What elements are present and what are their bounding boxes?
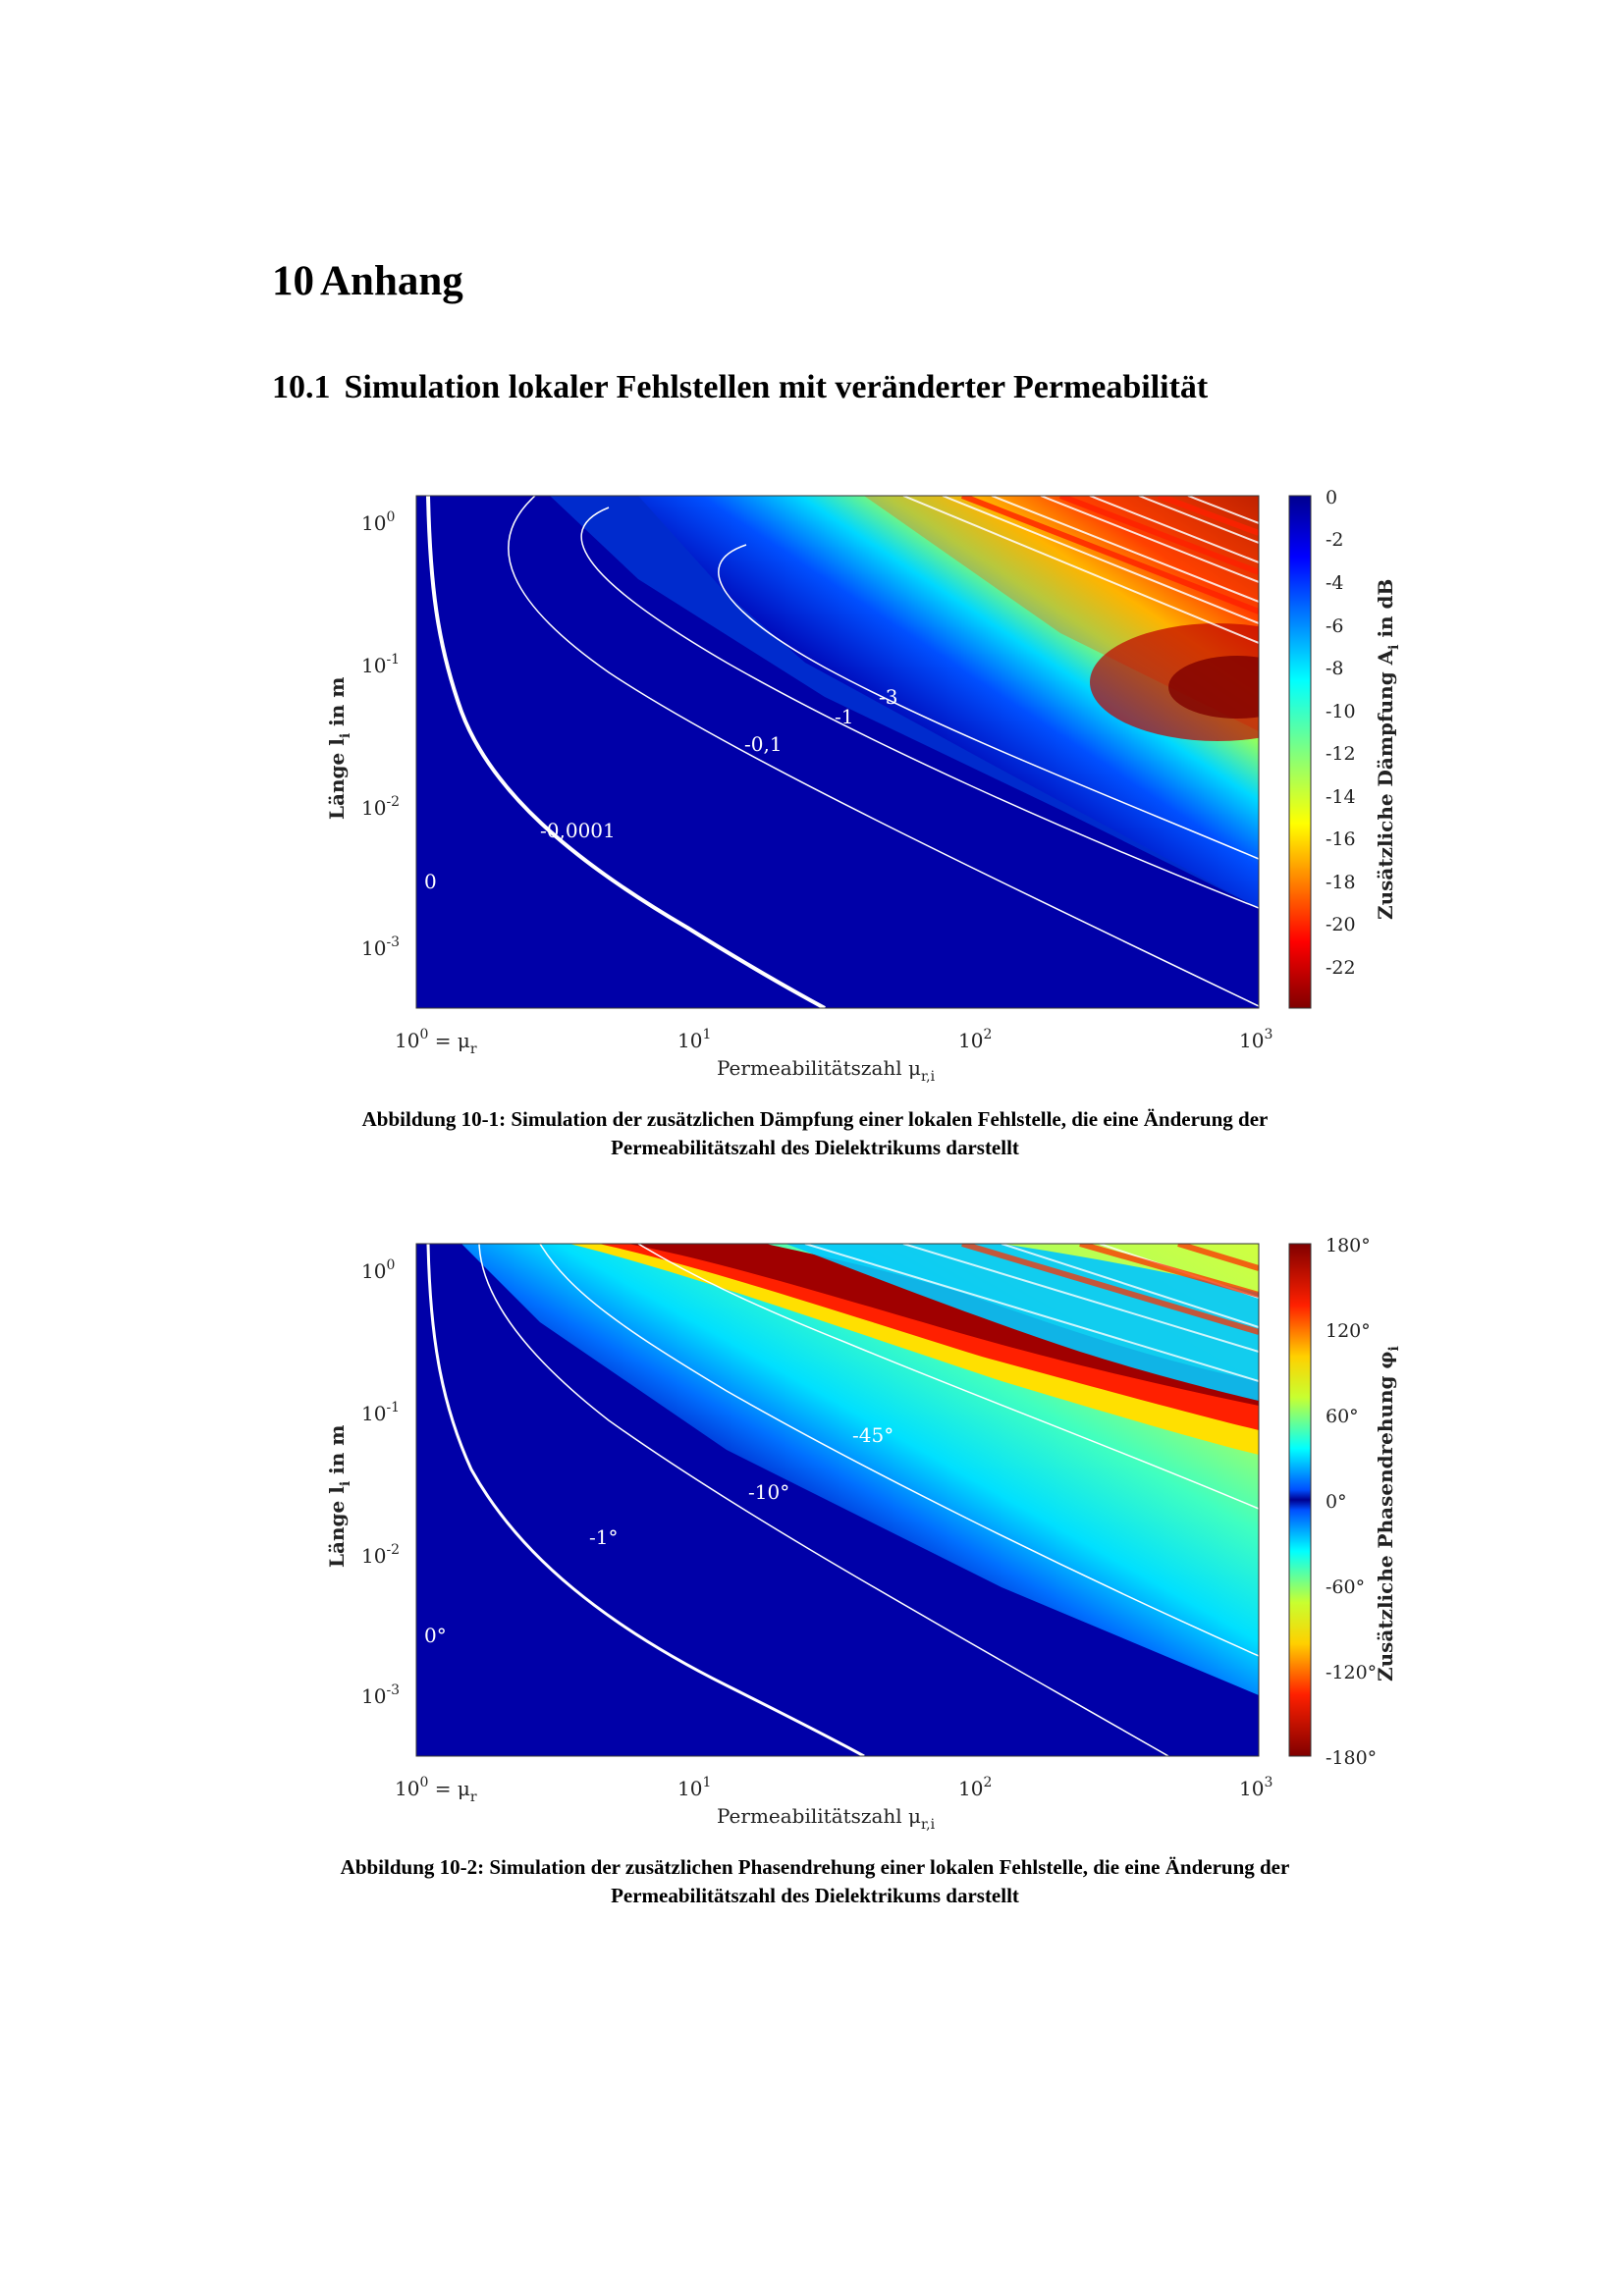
colorbar-tick: -8 xyxy=(1326,658,1344,679)
x-tick-label: 103 xyxy=(1239,1027,1272,1052)
x-tick-label: 101 xyxy=(677,1775,711,1800)
contour-line xyxy=(637,1244,1259,1510)
colorbar-tick: -180° xyxy=(1326,1747,1377,1769)
contour-line xyxy=(580,507,1259,909)
section-title: Simulation lokaler Fehlstellen mit verän… xyxy=(344,369,1209,405)
colorbar-label: Zusätzliche Dämpfung Ai in dB xyxy=(1374,579,1402,920)
figure-phase: -45° -10° -1° 0° 100 10-1 10-2 10-3 Läng… xyxy=(314,1234,1414,1842)
contour-label: -1° xyxy=(589,1525,618,1549)
colorbar-tick: -14 xyxy=(1326,786,1356,808)
chart-attenuation: -3 -1 -0,1 -0,0001 0 100 10-1 10-2 10-3 … xyxy=(325,487,1402,1085)
colorbar-tick: -22 xyxy=(1326,957,1356,979)
contour-line xyxy=(539,1244,1259,1657)
caption-text-line1: Simulation der zusätzlichen Dämpfung ein… xyxy=(511,1107,1269,1131)
y-tick-label: 10-3 xyxy=(361,934,400,960)
y-tick-labels: 100 10-1 10-2 10-3 xyxy=(361,509,400,960)
x-axis-label: Permeabilitätszahl μr,i xyxy=(717,1056,936,1085)
colorbar-tick: -18 xyxy=(1326,872,1356,893)
colorbar-tick-labels: 180° 120° 60° 0° -60° -120° -180° xyxy=(1326,1235,1377,1769)
contour-label: -3 xyxy=(879,685,897,709)
colorbar xyxy=(1288,1243,1312,1757)
y-tick-label: 100 xyxy=(361,509,395,535)
x-tick-label: 100 = μr xyxy=(395,1775,477,1805)
x-tick-label: 102 xyxy=(958,1027,992,1052)
contour-line xyxy=(508,496,1259,1007)
contour-label: 0° xyxy=(424,1624,447,1647)
x-tick-label: 101 xyxy=(677,1027,711,1052)
y-tick-label: 10-2 xyxy=(361,1542,400,1568)
contour-label: -0,1 xyxy=(744,732,783,756)
caption-text-line2: Permeabilitätszahl des Dielektrikums dar… xyxy=(611,1136,1019,1159)
y-tick-label: 10-2 xyxy=(361,794,400,820)
y-axis-label: Länge li in m xyxy=(325,677,353,820)
colorbar-tick: -12 xyxy=(1326,743,1356,765)
figure-caption-2: Abbildung 10-2: Simulation der zusätzlic… xyxy=(226,1853,1404,1910)
contour-label: -1 xyxy=(835,705,853,728)
x-tick-labels: 100 = μr 101 102 103 xyxy=(395,1775,1272,1805)
colorbar xyxy=(1288,495,1312,1009)
contour-label: -0,0001 xyxy=(540,819,616,842)
figure-caption-1: Abbildung 10-1: Simulation der zusätzlic… xyxy=(226,1105,1404,1162)
x-tick-label: 102 xyxy=(958,1775,992,1800)
y-axis-label: Länge li in m xyxy=(325,1425,353,1568)
plot-frame xyxy=(415,1243,1260,1757)
contour-label: -45° xyxy=(852,1423,893,1447)
colorbar-tick: -10 xyxy=(1326,701,1356,722)
x-tick-label: 100 = μr xyxy=(395,1027,477,1057)
colorbar-tick: -16 xyxy=(1326,828,1356,850)
colorbar-label: Zusätzliche Phasendrehung φi xyxy=(1374,1346,1402,1682)
figure-attenuation: -3 -1 -0,1 -0,0001 0 100 10-1 10-2 10-3 … xyxy=(314,486,1414,1095)
colorbar-tick-labels: 0 -2 -4 -6 -8 -10 -12 -14 -16 -18 -20 -2… xyxy=(1326,487,1356,979)
contour-label: 0 xyxy=(424,870,437,893)
y-tick-label: 10-1 xyxy=(361,1400,400,1425)
y-tick-labels: 100 10-1 10-2 10-3 xyxy=(361,1257,400,1708)
x-tick-labels: 100 = μr 101 102 103 xyxy=(395,1027,1272,1057)
colorbar-tick: -6 xyxy=(1326,615,1344,637)
section-heading: 10.1 Simulation lokaler Fehlstellen mit v… xyxy=(272,369,1208,406)
x-axis-label: Permeabilitätszahl μr,i xyxy=(717,1804,936,1833)
caption-text-line1: Simulation der zusätzlichen Phasendrehun… xyxy=(489,1855,1290,1879)
plot-frame xyxy=(415,495,1260,1009)
y-tick-label: 10-1 xyxy=(361,652,400,677)
chapter-title: Anhang xyxy=(320,258,463,304)
colorbar-tick: -60° xyxy=(1326,1576,1365,1598)
x-tick-label: 103 xyxy=(1239,1775,1272,1800)
y-tick-label: 10-3 xyxy=(361,1682,400,1708)
contour-label: -10° xyxy=(748,1480,789,1504)
chapter-heading: 10 Anhang xyxy=(272,257,463,305)
contour-line xyxy=(426,496,826,1008)
colorbar-tick: 0° xyxy=(1326,1491,1347,1513)
contour-line xyxy=(426,1244,865,1756)
heatmap-field xyxy=(416,1244,1259,1756)
colorbar-tick: -20 xyxy=(1326,914,1356,935)
caption-text-line2: Permeabilitätszahl des Dielektrikums dar… xyxy=(611,1884,1019,1907)
contour-line xyxy=(478,1244,1169,1756)
colorbar-tick: -2 xyxy=(1326,529,1344,551)
caption-label: Abbildung 10-1: xyxy=(361,1107,507,1131)
contour-line xyxy=(718,544,1259,860)
colorbar-tick: -4 xyxy=(1326,572,1344,594)
colorbar-tick: 120° xyxy=(1326,1320,1371,1342)
heatmap-field xyxy=(416,496,1259,1008)
colorbar-tick: -120° xyxy=(1326,1662,1377,1683)
colorbar-tick: 0 xyxy=(1326,487,1337,508)
colorbar-tick: 60° xyxy=(1326,1406,1359,1427)
colorbar-tick: 180° xyxy=(1326,1235,1371,1256)
y-tick-label: 100 xyxy=(361,1257,395,1283)
chart-phase: -45° -10° -1° 0° 100 10-1 10-2 10-3 Läng… xyxy=(325,1235,1402,1833)
caption-label: Abbildung 10-2: xyxy=(340,1855,485,1879)
chapter-number: 10 xyxy=(272,258,314,304)
section-number: 10.1 xyxy=(272,369,331,405)
